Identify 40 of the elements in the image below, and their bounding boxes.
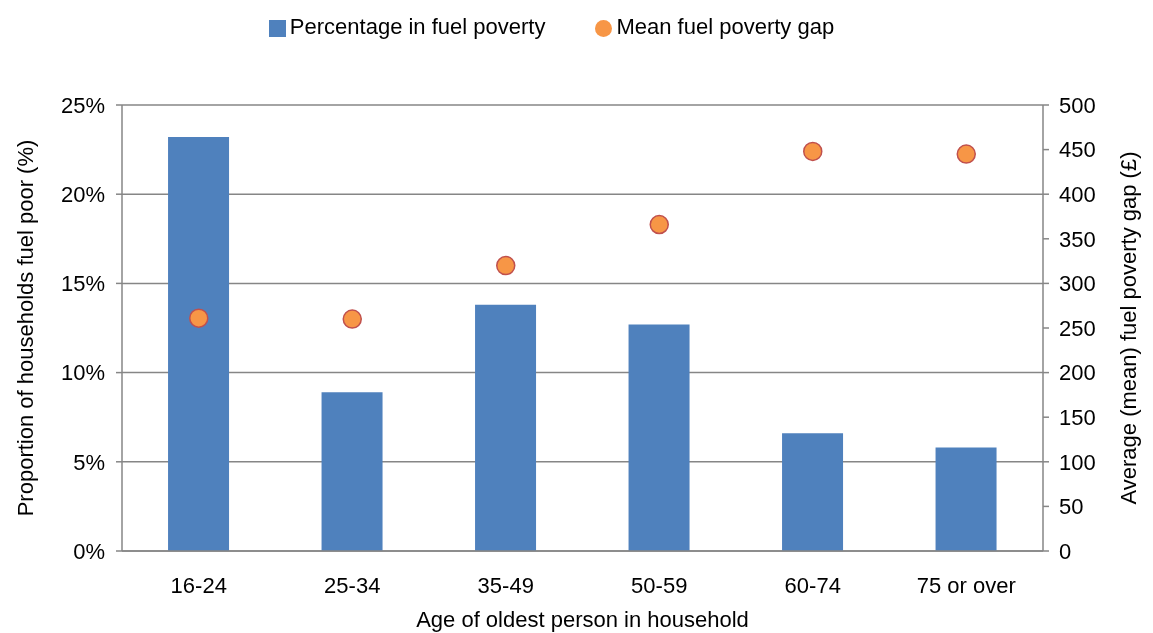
y2-axis-title: Average (mean) fuel poverty gap (£): [1115, 151, 1141, 505]
y-tick-label: 15%: [60, 271, 105, 297]
bar: [321, 392, 383, 551]
y2-tick-label: 200: [1059, 360, 1096, 386]
y-tick-label: 5%: [73, 449, 105, 475]
y-tick-label: 0%: [73, 538, 105, 564]
legend-label: Mean fuel poverty gap: [616, 14, 835, 39]
y2-tick-label: 500: [1059, 92, 1096, 118]
point: [956, 144, 976, 164]
x-tick-label: 25-34: [324, 572, 381, 598]
y2-tick-label: 100: [1059, 449, 1096, 475]
point: [649, 214, 669, 235]
y2-tick-label: 150: [1059, 405, 1096, 431]
y2-tick-label: 300: [1059, 271, 1096, 297]
y2-tick-label: 350: [1059, 226, 1096, 252]
bar: [782, 433, 844, 551]
x-axis-title: Age of oldest person in household: [416, 607, 749, 632]
x-tick-label: 60-74: [784, 572, 841, 598]
x-tick-label: 35-49: [477, 572, 534, 598]
point: [189, 308, 209, 328]
x-tick-label: 50-59: [631, 572, 688, 598]
y2-tick-label: 400: [1059, 182, 1096, 208]
y2-tick-label: 50: [1059, 494, 1084, 520]
x-tick-label: 16-24: [170, 572, 227, 598]
y-axis-title: Proportion of households fuel poor (%): [12, 139, 38, 517]
y-tick-label: 20%: [60, 182, 105, 208]
y2-tick-label: 0: [1059, 538, 1072, 564]
y-tick-label: 25%: [60, 92, 105, 118]
y2-tick-label: 250: [1059, 315, 1096, 341]
legend-label: Percentage in fuel poverty: [289, 14, 546, 39]
point: [496, 255, 516, 276]
y-tick-label: 10%: [60, 360, 105, 386]
bar: [475, 304, 537, 551]
y2-tick-label: 450: [1059, 137, 1096, 163]
point: [803, 141, 823, 162]
point: [342, 309, 362, 329]
bar: [935, 447, 997, 551]
x-tick-label: 75 or over: [916, 572, 1016, 598]
bar: [628, 324, 690, 551]
bar: [168, 137, 230, 551]
